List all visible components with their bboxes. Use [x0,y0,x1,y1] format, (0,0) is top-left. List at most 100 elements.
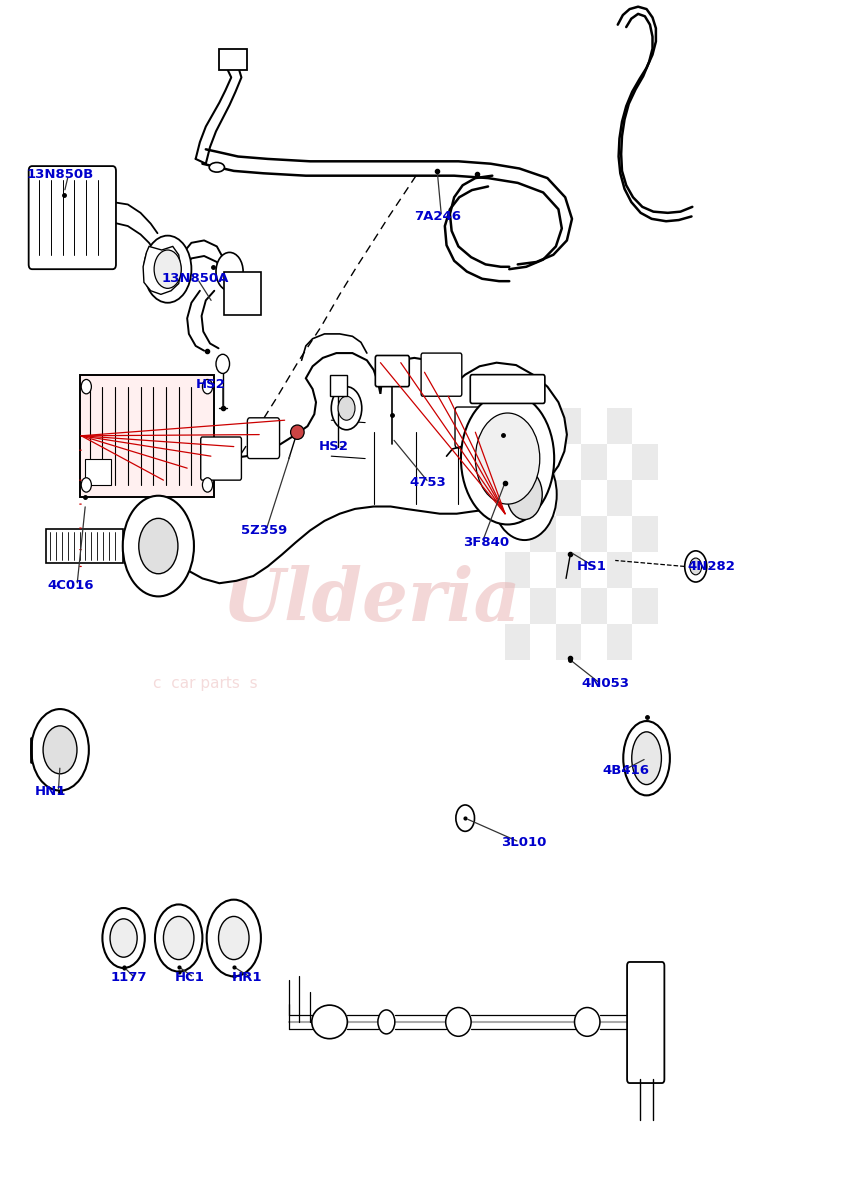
FancyBboxPatch shape [375,355,409,386]
Ellipse shape [623,721,670,796]
Ellipse shape [575,1008,600,1037]
Circle shape [43,726,77,774]
Bar [582,444,607,480]
Circle shape [110,919,138,958]
Bar [607,552,633,588]
Circle shape [475,413,540,504]
Bar [582,480,607,516]
Polygon shape [149,353,567,583]
Circle shape [216,252,243,290]
Bar [607,444,633,480]
Bar [607,408,633,444]
FancyBboxPatch shape [29,166,116,269]
Bar [531,480,556,516]
Bar [556,624,582,660]
Circle shape [31,709,89,791]
Bar [582,624,607,660]
Text: HS2: HS2 [195,378,226,391]
Bar [633,444,658,480]
Bar [582,552,607,588]
Circle shape [82,478,92,492]
Circle shape [138,518,178,574]
Ellipse shape [209,162,224,172]
Bar [633,624,658,660]
Polygon shape [143,246,181,294]
Text: 4N282: 4N282 [687,560,735,572]
Bar [607,588,633,624]
Ellipse shape [446,1008,471,1037]
Bar [505,552,531,588]
Ellipse shape [312,1006,347,1039]
Bar [531,516,556,552]
Bar [556,444,582,480]
FancyBboxPatch shape [421,353,462,396]
FancyBboxPatch shape [470,374,545,403]
Circle shape [461,392,554,524]
Bar [531,588,556,624]
Circle shape [507,469,543,520]
Circle shape [123,496,194,596]
Bar [582,516,607,552]
Bar [505,516,531,552]
Circle shape [338,396,355,420]
Ellipse shape [632,732,661,785]
Bar [556,408,582,444]
Text: HN1: HN1 [35,785,66,798]
Circle shape [103,908,145,968]
Text: 4N053: 4N053 [582,678,629,690]
Text: 3F840: 3F840 [463,536,509,548]
Bar [556,588,582,624]
FancyBboxPatch shape [200,437,241,480]
Text: 5Z359: 5Z359 [240,524,287,536]
Circle shape [456,805,475,832]
Text: 4B416: 4B416 [603,763,649,776]
FancyBboxPatch shape [86,458,111,485]
Bar [582,588,607,624]
Text: 1177: 1177 [111,971,148,984]
Ellipse shape [378,1010,395,1034]
Ellipse shape [290,425,304,439]
Text: 7A246: 7A246 [414,210,461,223]
Circle shape [216,354,229,373]
Bar [633,552,658,588]
FancyBboxPatch shape [627,962,665,1084]
Circle shape [82,379,92,394]
Text: 13N850A: 13N850A [162,272,229,286]
Bar [505,588,531,624]
Text: HC1: HC1 [174,971,205,984]
Circle shape [684,551,706,582]
Text: 3L010: 3L010 [501,835,546,848]
FancyBboxPatch shape [329,374,346,396]
FancyBboxPatch shape [219,49,247,71]
Bar [505,624,531,660]
Text: HR1: HR1 [232,971,262,984]
Circle shape [206,900,261,977]
Circle shape [689,558,701,575]
Circle shape [155,250,181,288]
FancyBboxPatch shape [247,418,279,458]
Bar [505,444,531,480]
Bar [607,624,633,660]
Circle shape [144,235,191,302]
FancyBboxPatch shape [80,374,214,497]
Polygon shape [47,529,123,563]
Bar [556,516,582,552]
Bar [556,480,582,516]
Circle shape [202,478,212,492]
Bar [633,588,658,624]
FancyBboxPatch shape [223,271,261,314]
Bar [556,552,582,588]
Bar [531,444,556,480]
Bar [531,552,556,588]
Bar [607,516,633,552]
Bar [505,480,531,516]
Bar [633,408,658,444]
FancyBboxPatch shape [455,407,487,448]
Text: c  car parts  s: c car parts s [154,677,258,691]
Bar [582,408,607,444]
Bar [505,408,531,444]
Text: HS1: HS1 [577,560,607,572]
Text: HS2: HS2 [318,440,348,454]
Text: Ulderia: Ulderia [221,564,520,636]
Circle shape [202,379,212,394]
